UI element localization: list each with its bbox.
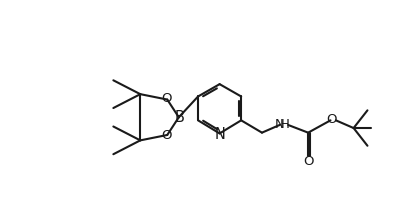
Text: O: O — [161, 129, 172, 142]
Text: N: N — [275, 118, 285, 132]
Text: O: O — [304, 155, 314, 169]
Text: O: O — [161, 92, 172, 105]
Text: O: O — [326, 113, 336, 126]
Text: N: N — [215, 127, 226, 142]
Text: B: B — [175, 110, 184, 125]
Text: H: H — [280, 118, 290, 132]
